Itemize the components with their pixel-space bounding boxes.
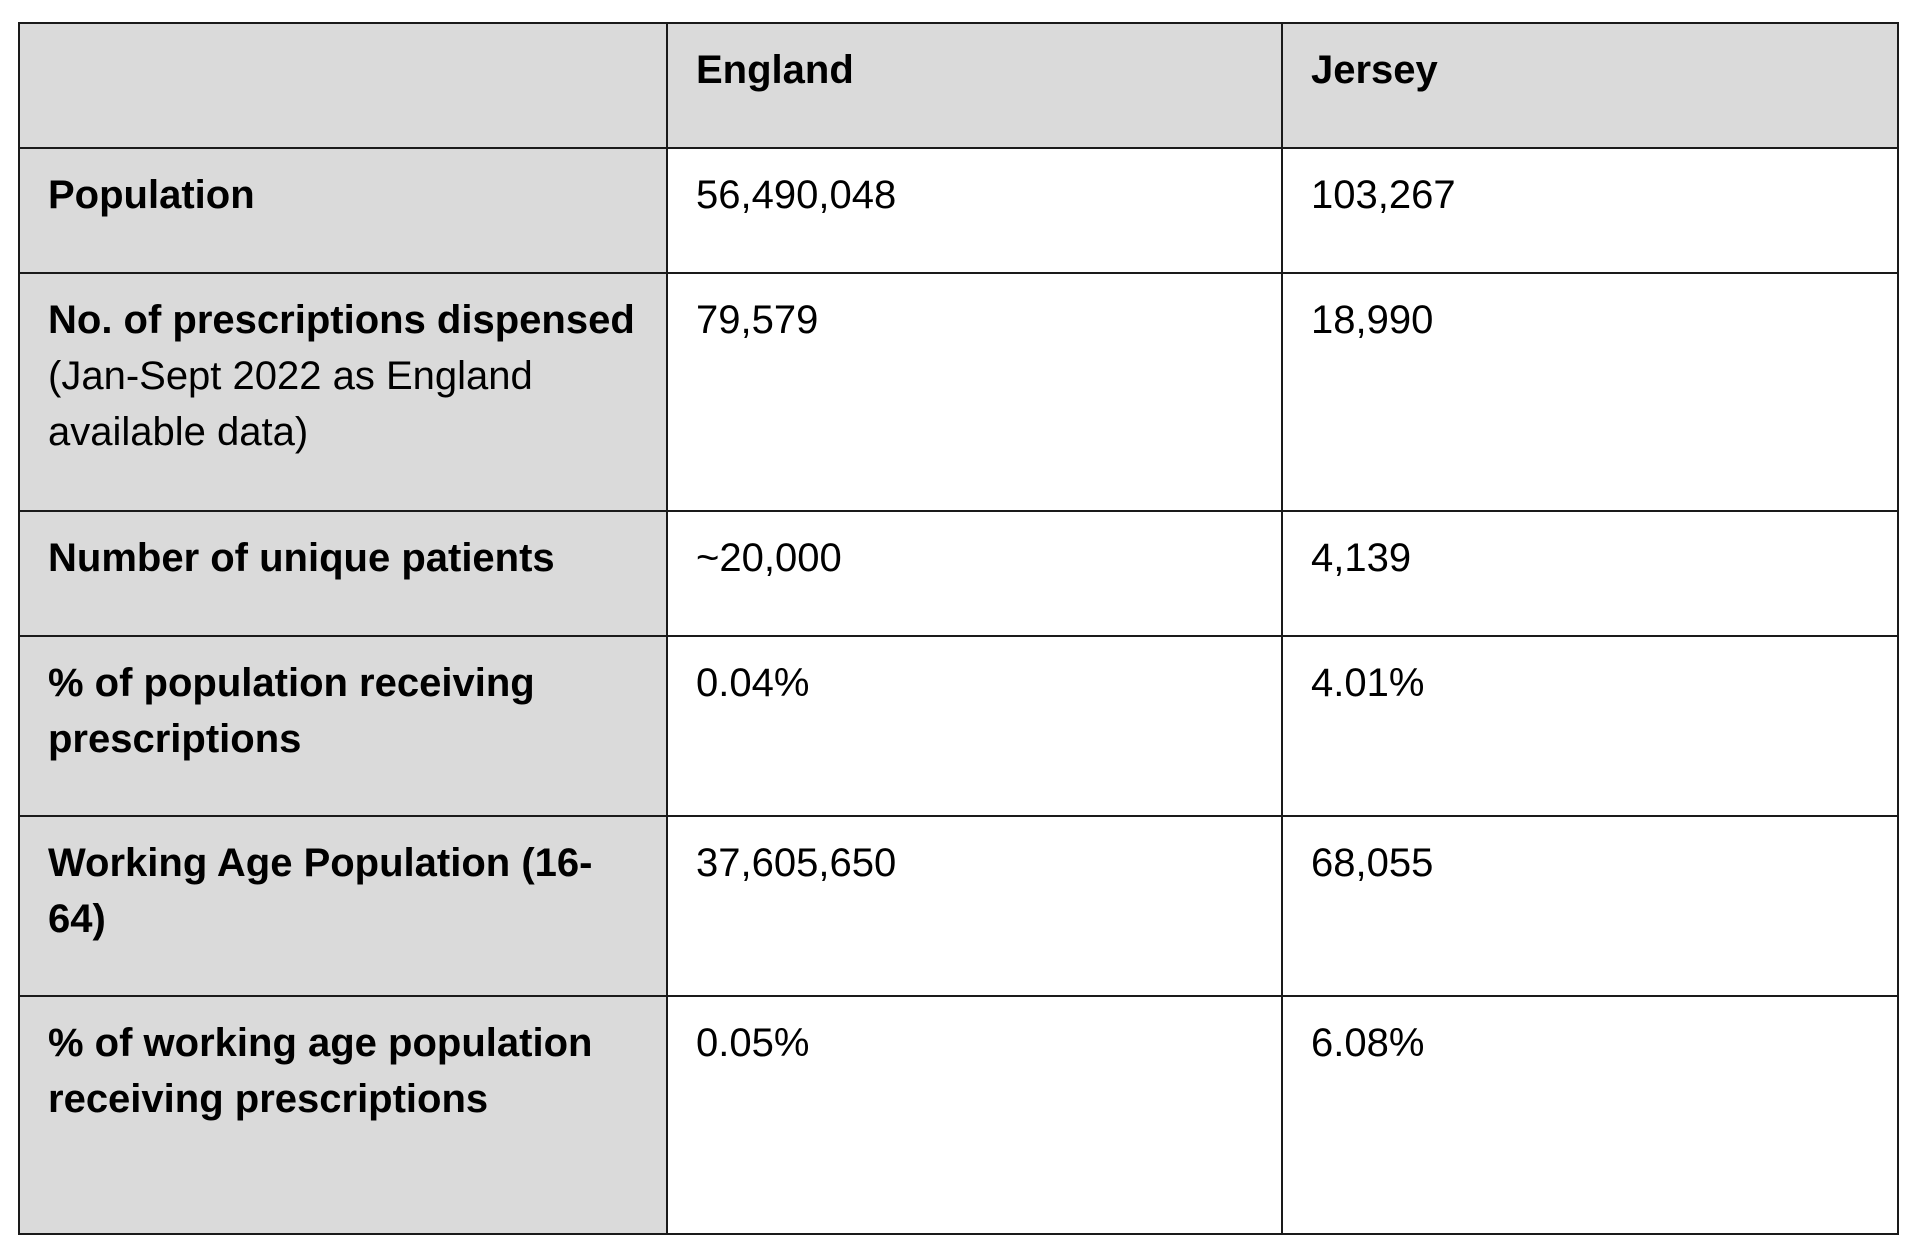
jersey-value: 6.08% <box>1281 995 1899 1235</box>
jersey-value: 18,990 <box>1281 272 1899 512</box>
england-value: 37,605,650 <box>666 815 1283 997</box>
table-row: % of population receiving prescriptions … <box>18 635 1899 817</box>
row-label-bold: Working Age Population (16-64) <box>48 841 593 941</box>
row-label-bold: No. of prescriptions dispensed <box>48 298 635 342</box>
england-value: 0.04% <box>666 635 1283 817</box>
table-row: Population 56,490,048 103,267 <box>18 147 1899 274</box>
header-row: England Jersey <box>18 22 1899 149</box>
comparison-table: England Jersey Population 56,490,048 103… <box>18 22 1899 1235</box>
row-label: Population <box>18 147 668 274</box>
row-label-note: (Jan-Sept 2022 as England available data… <box>48 354 533 454</box>
jersey-value: 4.01% <box>1281 635 1899 817</box>
table-row: % of working age population receiving pr… <box>18 995 1899 1235</box>
jersey-value: 68,055 <box>1281 815 1899 997</box>
england-value: 56,490,048 <box>666 147 1283 274</box>
row-label-bold: Population <box>48 173 255 217</box>
england-value: 0.05% <box>666 995 1283 1235</box>
table-row: Number of unique patients ~20,000 4,139 <box>18 510 1899 637</box>
row-label: Number of unique patients <box>18 510 668 637</box>
header-jersey: Jersey <box>1281 22 1899 149</box>
header-corner-cell <box>18 22 668 149</box>
row-label: Working Age Population (16-64) <box>18 815 668 997</box>
row-label-bold: Number of unique patients <box>48 536 555 580</box>
jersey-value: 103,267 <box>1281 147 1899 274</box>
row-label-bold: % of working age population receiving pr… <box>48 1021 593 1121</box>
row-label: % of population receiving prescriptions <box>18 635 668 817</box>
england-value: ~20,000 <box>666 510 1283 637</box>
jersey-value: 4,139 <box>1281 510 1899 637</box>
table-row: Working Age Population (16-64) 37,605,65… <box>18 815 1899 997</box>
row-label: % of working age population receiving pr… <box>18 995 668 1235</box>
england-value: 79,579 <box>666 272 1283 512</box>
row-label-bold: % of population receiving prescriptions <box>48 661 535 761</box>
header-england: England <box>666 22 1283 149</box>
comparison-table-wrapper: England Jersey Population 56,490,048 103… <box>18 22 1899 1235</box>
table-row: No. of prescriptions dispensed (Jan-Sept… <box>18 272 1899 512</box>
row-label: No. of prescriptions dispensed (Jan-Sept… <box>18 272 668 512</box>
